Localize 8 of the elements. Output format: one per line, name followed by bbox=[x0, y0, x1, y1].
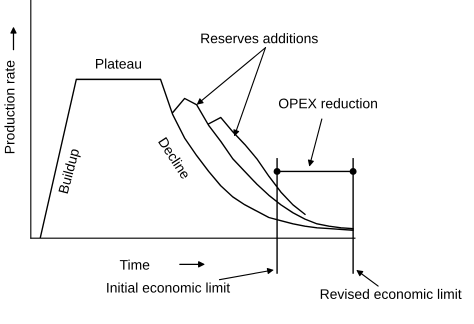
annotation: Buildup bbox=[58, 148, 82, 194]
annotation: OPEX reduction bbox=[278, 98, 377, 108]
y-axis-title: Production rate bbox=[4, 60, 15, 154]
text: Initial economic limit bbox=[107, 282, 230, 293]
text: Plateau bbox=[96, 58, 142, 69]
text: Reserves additions bbox=[201, 33, 318, 44]
x-axis-title: Time bbox=[120, 260, 150, 270]
text: Revised economic limit bbox=[320, 288, 462, 300]
